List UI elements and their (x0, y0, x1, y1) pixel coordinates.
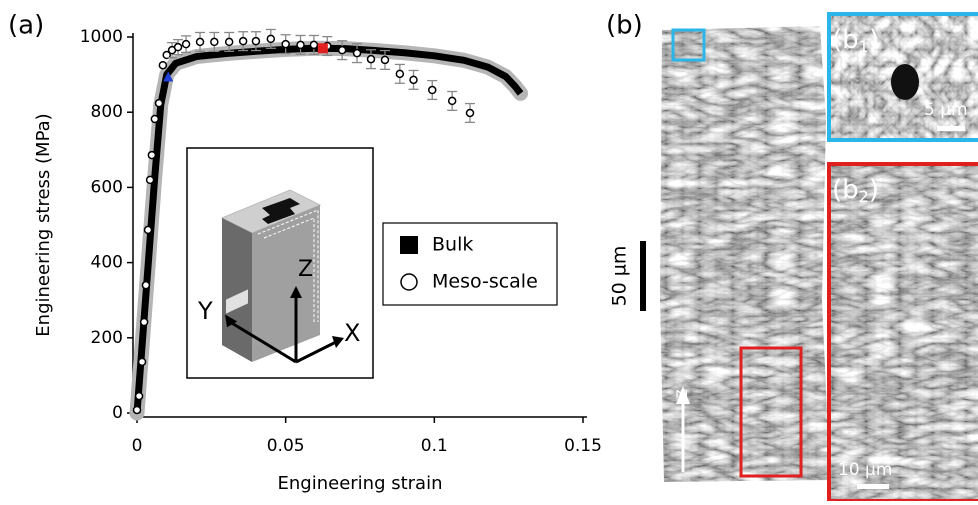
sem-main: Z 50 µm (609, 20, 836, 490)
x-tick-label: 0.05 (267, 436, 305, 456)
meso-point (183, 41, 190, 48)
y-tick-label: 800 (91, 102, 123, 122)
x-axis-label: Engineering strain (278, 473, 443, 494)
axis-letter: Y (197, 297, 213, 325)
legend-label: Meso-scale (432, 271, 538, 293)
legend: Bulk Meso-scale (383, 223, 557, 305)
meso-point (159, 62, 166, 69)
meso-point (240, 38, 247, 45)
x-tick-label: 0.1 (421, 436, 448, 456)
meso-point (410, 76, 417, 83)
meso-point (156, 100, 163, 107)
sem-b2: (b2) 10 µm (829, 164, 978, 501)
scale-label: 50 µm (609, 246, 631, 307)
label-close: ) (869, 25, 879, 55)
highlight-marker (318, 43, 328, 53)
y-tick-label: 600 (91, 177, 123, 197)
y-tick-label: 0 (112, 403, 123, 423)
legend-swatch (401, 274, 417, 290)
meso-point (396, 70, 403, 77)
meso-point (147, 176, 154, 183)
meso-point (310, 41, 317, 48)
meso-point (197, 38, 204, 45)
meso-point (142, 282, 149, 289)
label-sub: 1 (859, 37, 869, 56)
y-tick-label: 1000 (80, 27, 123, 47)
y-tick-label: 400 (91, 253, 123, 273)
label: (b (832, 25, 859, 55)
x-tick-label: 0.15 (564, 436, 602, 456)
figure: 0 200 400 600 800 1000 0 0.05 0.1 0.15 Engineering… (0, 0, 978, 501)
meso-point (139, 358, 146, 365)
x-tick-label: 0 (132, 436, 143, 456)
inset: Z Y X (187, 148, 373, 378)
scale-label: 10 µm (838, 460, 892, 480)
sem-b1: (b1) 5 µm (829, 14, 978, 140)
panel-label: (a) (8, 11, 44, 41)
legend-swatch (400, 236, 418, 254)
meso-point (211, 38, 218, 45)
axis-letter: X (344, 319, 360, 347)
meso-point (252, 38, 259, 45)
label-sub: 2 (859, 187, 869, 206)
axis-letter: Z (675, 389, 691, 399)
label: (b (832, 175, 859, 205)
meso-point (368, 56, 375, 63)
meso-point (354, 50, 361, 57)
meso-point (339, 47, 346, 54)
y-axis-label: Engineering stress (MPa) (33, 113, 54, 336)
meso-point (226, 38, 233, 45)
meso-point (467, 109, 474, 116)
scale-label: 5 µm (924, 100, 968, 120)
meso-point (282, 41, 289, 48)
panel-label: (b2) (832, 175, 879, 206)
meso-point (145, 226, 152, 233)
meso-point (381, 56, 388, 63)
meso-point (134, 406, 141, 413)
meso-point (449, 97, 456, 104)
panel-label: (b) (606, 11, 643, 41)
meso-point (429, 87, 436, 94)
label-close: ) (869, 175, 879, 205)
meso-point (267, 35, 274, 42)
meso-point (136, 393, 143, 400)
meso-point (141, 319, 148, 326)
meso-point (151, 115, 158, 122)
meso-point (297, 41, 304, 48)
legend-label: Bulk (432, 234, 473, 256)
meso-point (148, 152, 155, 159)
axis-letter: Z (298, 257, 313, 282)
meso-point (175, 44, 182, 51)
y-tick-label: 200 (91, 328, 123, 348)
panel-label: (b1) (832, 25, 879, 56)
